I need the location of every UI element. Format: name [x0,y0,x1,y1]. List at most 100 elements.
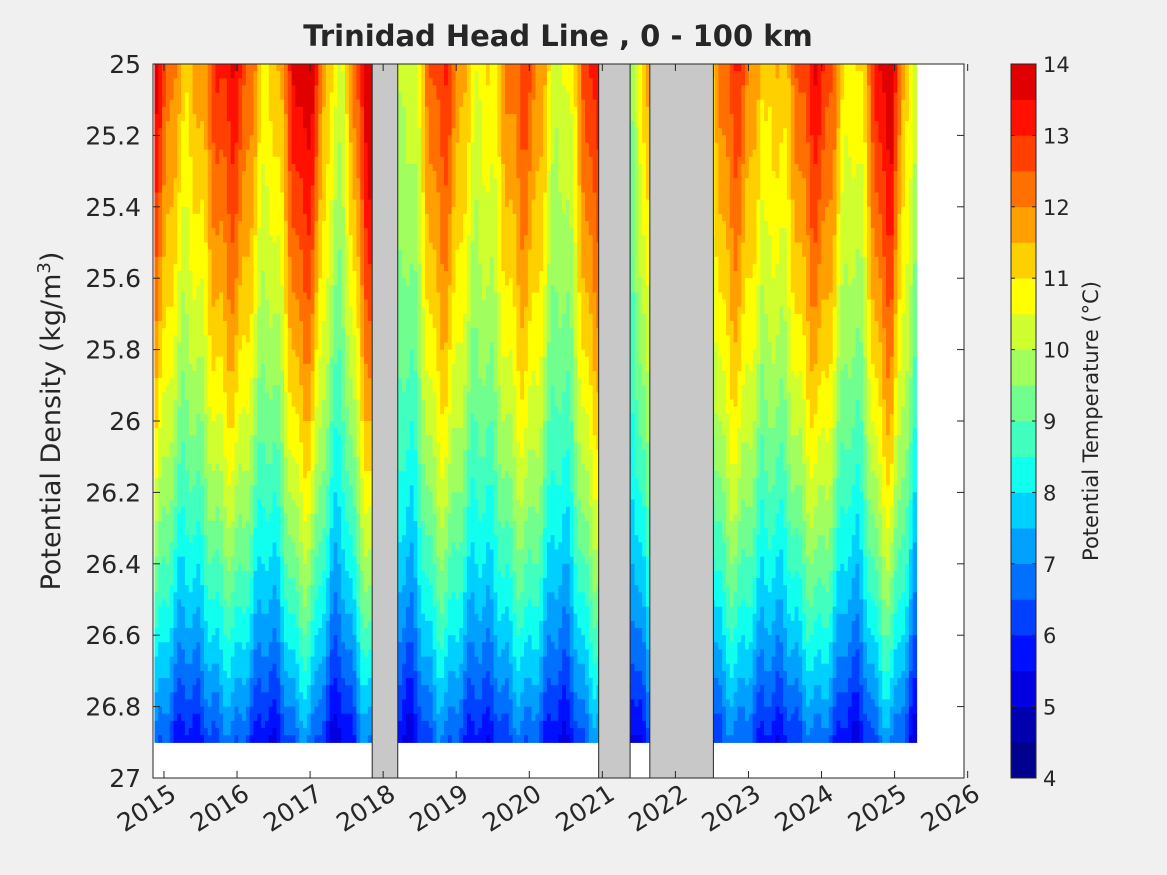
contour-cell [531,213,537,222]
contour-cell [524,185,529,194]
contour-cell [825,213,830,222]
contour-cell [261,71,266,79]
contour-cell [512,85,518,94]
contour-cell [272,156,277,165]
contour-cell [173,192,178,201]
contour-cell [474,221,479,229]
contour-cell [367,213,373,222]
contour-cell [821,78,826,87]
contour-cell [451,185,457,194]
contour-cell [489,106,495,115]
contour-cell [809,235,815,244]
contour-cell [642,113,647,122]
contour-cell [284,99,289,108]
contour-cell [588,106,594,115]
contour-cell [512,128,518,136]
contour-cell [539,192,544,201]
contour-cell [238,235,243,244]
contour-cell [344,71,350,79]
contour-cell [745,113,750,122]
contour-cell [501,64,506,72]
contour-cell [173,178,178,186]
contour-cell [741,228,746,236]
contour-cell [905,199,910,208]
contour-cell [493,163,498,172]
contour-cell [325,206,331,215]
contour-cell [752,106,758,115]
contour-cell [569,99,575,108]
contour-cell [207,199,213,208]
contour-cell [444,178,449,186]
contour-cell [806,71,811,79]
contour-cell [501,228,506,236]
contour-cell [200,99,205,108]
contour-cell [253,92,258,101]
contour-cell [531,171,537,179]
contour-cell [535,99,540,108]
contour-cell [470,171,476,179]
contour-cell [169,64,175,72]
contour-cell [162,171,167,179]
contour-cell [527,121,533,129]
contour-cell [181,228,186,236]
contour-cell [809,171,815,179]
contour-cell [790,121,796,129]
contour-cell [245,85,251,94]
contour-cell [455,106,460,115]
contour-cell [550,149,556,158]
contour-cell [828,206,834,215]
contour-cell [440,178,445,186]
contour-cell [821,156,826,165]
contour-cell [748,178,754,186]
contour-cell [470,199,476,208]
contour-cell [158,92,163,101]
contour-cell [726,178,731,186]
contour-cell [356,99,361,108]
contour-cell [878,64,883,72]
contour-cell [893,178,899,186]
contour-cell [489,92,495,101]
contour-cell [634,78,639,87]
contour-cell [501,128,506,136]
contour-cell [535,199,540,208]
contour-cell [562,121,567,129]
contour-cell [527,142,533,151]
contour-cell [722,113,727,122]
contour-cell [280,92,285,101]
contour-cell [870,113,876,122]
contour-cell [825,235,830,244]
contour-cell [310,121,316,129]
contour-cell [337,156,342,165]
contour-cell [322,121,327,129]
contour-cell [242,85,247,94]
contour-cell [535,106,540,115]
contour-cell [489,171,495,179]
contour-cell [318,64,323,72]
contour-cell [638,199,643,208]
contour-cell [444,199,449,208]
contour-cell [543,185,548,194]
contour-cell [482,71,487,79]
contour-cell [173,163,178,172]
contour-cell [539,85,544,94]
contour-cell [402,85,407,94]
contour-cell [451,213,457,222]
contour-cell [630,149,636,158]
contour-cell [817,178,822,186]
contour-cell [737,99,742,108]
contour-cell [405,163,411,172]
contour-cell [173,78,178,87]
contour-cell [809,185,815,194]
contour-cell [162,221,167,229]
contour-cell [737,171,742,179]
contour-cell [897,213,902,222]
contour-cell [905,142,910,151]
contour-cell [592,113,598,122]
contour-cell [424,121,430,129]
contour-cell [886,221,891,229]
contour-cell [192,206,197,215]
contour-cell [234,221,239,229]
contour-cell [398,85,403,94]
contour-cell [714,178,719,186]
contour-cell [565,235,571,244]
